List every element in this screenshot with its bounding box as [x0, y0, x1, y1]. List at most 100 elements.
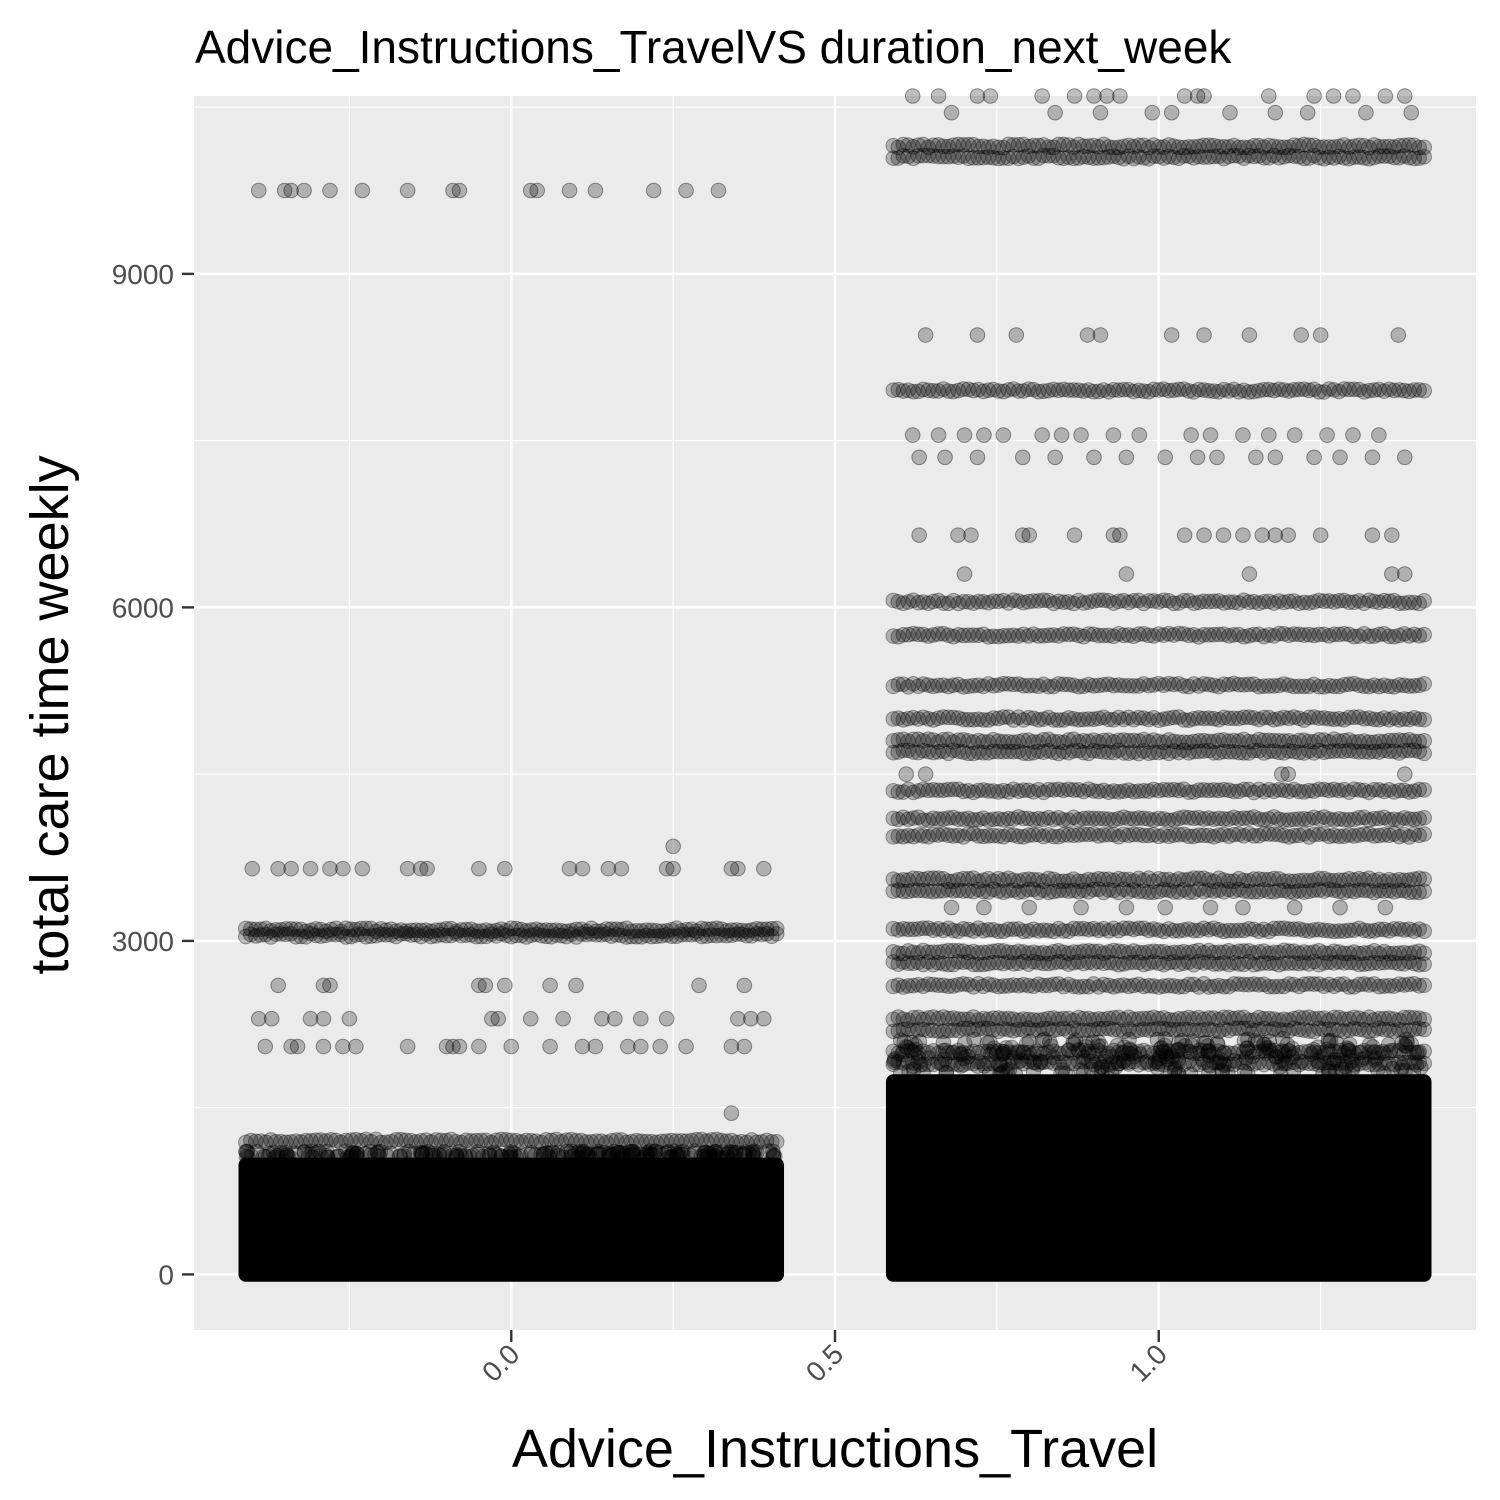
- data-point: [1351, 137, 1367, 154]
- data-point: [1366, 382, 1382, 398]
- data-point: [496, 860, 513, 877]
- data-point: [1040, 139, 1057, 155]
- data-point: [1366, 593, 1382, 610]
- data-point: [412, 860, 429, 877]
- data-point: [1367, 1052, 1383, 1068]
- data-point: [1241, 327, 1258, 343]
- data-point: [1236, 1032, 1253, 1049]
- data-point: [1135, 595, 1152, 612]
- data-point: [1271, 593, 1287, 609]
- data-point: [904, 88, 921, 104]
- data-point: [333, 1134, 349, 1151]
- data-point: [915, 594, 932, 610]
- data-point: [1018, 1036, 1035, 1052]
- data-point: [761, 1143, 777, 1159]
- data-point: [1246, 383, 1262, 400]
- data-point: [1104, 1048, 1121, 1065]
- data-point: [1246, 138, 1262, 154]
- data-point: [1000, 627, 1017, 644]
- data-point: [963, 527, 979, 543]
- data-point: [723, 927, 740, 943]
- data-point: [1296, 712, 1312, 728]
- data-point: [1025, 1063, 1042, 1080]
- data-point: [890, 732, 907, 748]
- plot-panel: [194, 88, 1476, 1330]
- data-point: [900, 137, 917, 153]
- data-point: [1170, 1066, 1187, 1082]
- data-point: [985, 677, 1002, 694]
- data-point: [1115, 381, 1132, 398]
- data-point: [1346, 149, 1362, 165]
- data-point: [1070, 136, 1087, 153]
- data-point: [708, 927, 725, 944]
- data-point: [1144, 104, 1161, 121]
- data-point: [1411, 711, 1427, 727]
- data-point: [601, 1145, 618, 1162]
- data-point: [965, 711, 982, 728]
- data-point: [1286, 593, 1302, 609]
- data-point: [1000, 150, 1017, 166]
- data-point: [383, 1133, 399, 1150]
- data-point: [1085, 626, 1102, 643]
- data-point: [1073, 899, 1089, 916]
- data-point: [1025, 677, 1042, 694]
- data-point: [940, 595, 957, 612]
- data-point: [970, 627, 987, 644]
- data-point: [1251, 711, 1267, 728]
- data-point: [1416, 883, 1433, 900]
- data-point: [1391, 712, 1407, 728]
- data-point: [1328, 1064, 1344, 1080]
- data-point: [1342, 1048, 1358, 1065]
- data-point: [1070, 742, 1087, 759]
- data-point: [890, 710, 907, 726]
- data-point: [419, 860, 435, 877]
- data-point: [727, 1144, 744, 1161]
- data-point: [1236, 592, 1252, 609]
- data-point: [542, 977, 558, 994]
- data-point: [243, 1132, 259, 1149]
- data-point: [1361, 678, 1377, 695]
- data-point: [1080, 745, 1097, 762]
- data-point: [1293, 327, 1309, 343]
- data-point: [638, 1146, 655, 1162]
- data-point: [890, 139, 907, 156]
- data-point: [433, 926, 449, 943]
- data-point: [257, 1148, 274, 1165]
- data-point: [969, 327, 986, 343]
- data-point: [408, 1134, 424, 1150]
- data-point: [1170, 734, 1187, 750]
- data-point: [461, 1148, 478, 1165]
- data-point: [935, 677, 952, 693]
- data-point: [328, 926, 344, 943]
- data-point: [1231, 676, 1247, 693]
- data-point: [543, 1132, 560, 1149]
- data-point: [1351, 381, 1367, 398]
- data-point: [1090, 1038, 1106, 1054]
- data-point: [920, 147, 937, 164]
- data-point: [701, 1148, 718, 1164]
- data-point: [362, 1143, 378, 1160]
- data-point: [449, 1149, 466, 1165]
- data-point: [623, 923, 640, 940]
- data-point: [1030, 712, 1047, 728]
- data-point: [393, 922, 409, 938]
- data-point: [1060, 1042, 1077, 1058]
- data-point: [910, 383, 927, 400]
- data-point: [1170, 709, 1187, 725]
- data-point: [1091, 1060, 1107, 1077]
- data-point: [990, 150, 1007, 167]
- data-point: [1209, 1035, 1226, 1052]
- data-point: [983, 1046, 999, 1062]
- data-point: [550, 1148, 567, 1164]
- data-point: [938, 1065, 955, 1082]
- data-point: [768, 1133, 785, 1150]
- data-point: [715, 1144, 731, 1161]
- data-point: [1060, 732, 1077, 748]
- data-point: [401, 1143, 417, 1160]
- data-point: [528, 921, 545, 937]
- data-point: [988, 1045, 1005, 1062]
- data-point: [745, 1148, 762, 1164]
- data-point: [348, 1146, 364, 1162]
- data-point: [744, 1149, 761, 1166]
- data-point: [648, 928, 665, 945]
